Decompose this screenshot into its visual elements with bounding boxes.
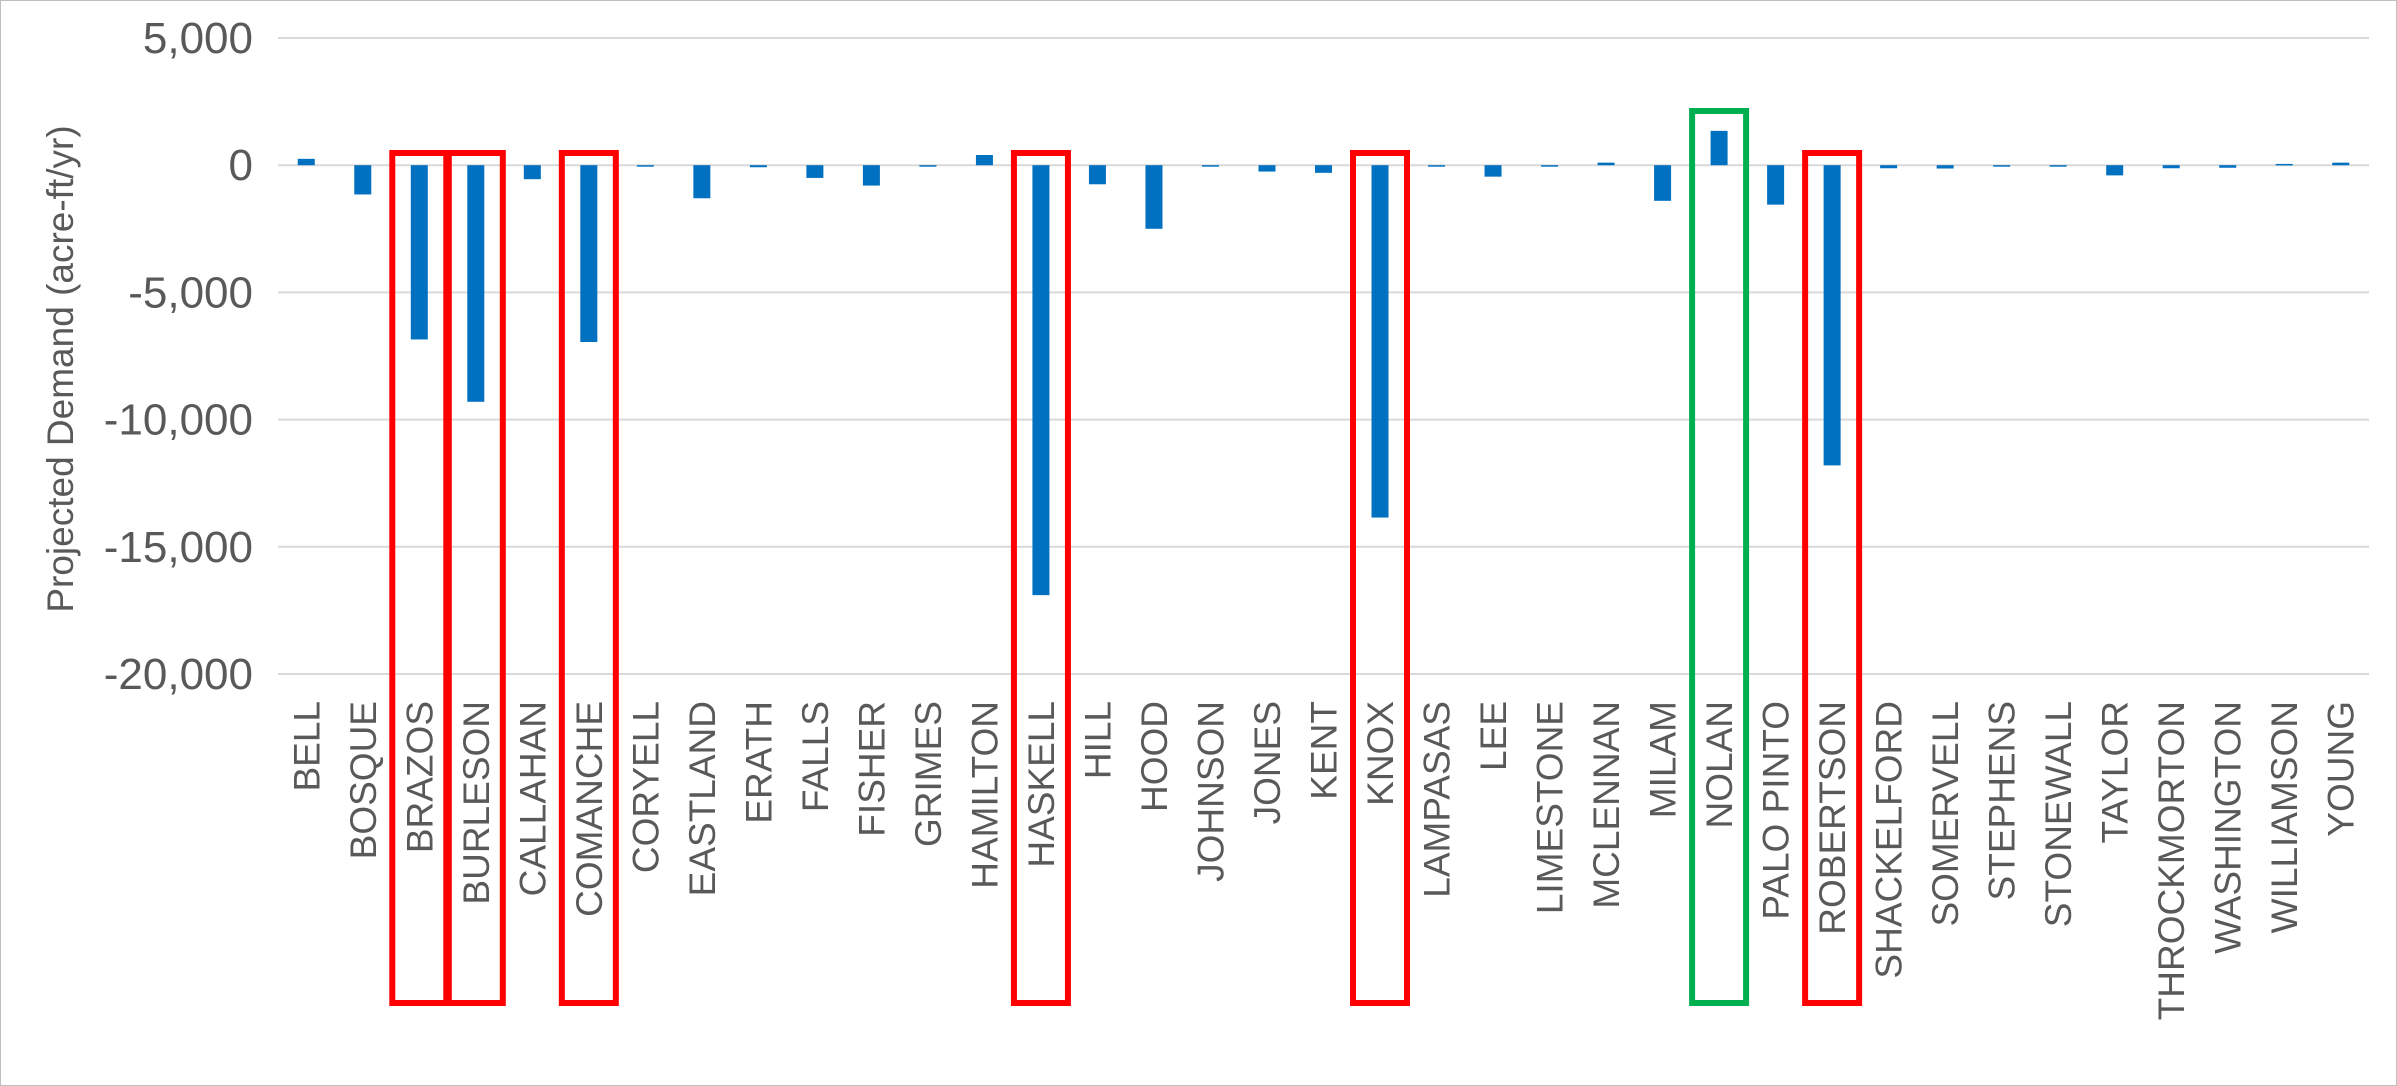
x-category-label: KENT (1304, 701, 1345, 800)
x-category-label: CORYELL (625, 701, 666, 873)
highlight-box-nolan (1689, 108, 1750, 1006)
bar-eastland (693, 165, 711, 199)
highlight-box-robertson (1802, 150, 1863, 1006)
x-category-label: LIMESTONE (1530, 701, 1571, 914)
highlight-box-comanche (558, 150, 619, 1006)
bar-washington (2219, 165, 2237, 168)
bar-callahan (523, 165, 541, 180)
bar-jones (1258, 165, 1276, 172)
x-category-label: MCLENNAN (1586, 701, 1627, 909)
bar-burleson (467, 165, 485, 402)
x-category-label: SOMERVELL (1925, 701, 1966, 927)
x-category-label: FALLS (795, 701, 836, 812)
bar-nolan (1710, 130, 1728, 166)
x-axis-categories: BELL BOSQUE BRAZOS BURLESON CALLAHAN COMANCHE… (286, 701, 2361, 1020)
highlight-boxes (389, 108, 1863, 1006)
highlight-box-burleson (445, 150, 506, 1006)
x-category-label: SHACKELFORD (1869, 701, 1910, 979)
gridlines (278, 37, 2369, 675)
x-category-label: GRIMES (908, 701, 949, 847)
bar-comanche (580, 165, 598, 343)
bar-johnson (1201, 165, 1219, 167)
x-category-label: BRAZOS (399, 701, 440, 853)
bar-hood (1145, 165, 1163, 229)
bar-fisher (862, 165, 880, 186)
y-tick-label: -20,000 (104, 650, 253, 699)
x-category-label: PALO PINTO (1756, 701, 1797, 920)
x-category-label: THROCKMORTON (2151, 701, 2192, 1020)
bar-haskell (1032, 165, 1050, 596)
bar-young (2332, 162, 2350, 166)
x-category-label: HAMILTON (964, 701, 1005, 889)
bar-lampasas (1428, 165, 1446, 167)
x-category-label: COMANCHE (569, 701, 610, 917)
x-category-label: LAMPASAS (1417, 701, 1458, 898)
bars (297, 130, 2350, 596)
highlight-box-knox (1350, 150, 1411, 1006)
x-category-label: FISHER (851, 701, 892, 837)
x-category-label: EASTLAND (682, 701, 723, 896)
x-category-label: KNOX (1360, 701, 1401, 806)
x-category-label: CALLAHAN (512, 701, 553, 896)
bar-erath (749, 165, 767, 168)
x-category-label: ERATH (738, 701, 779, 824)
x-category-label: ROBERTSON (1812, 701, 1853, 935)
bar-somervell (1936, 165, 1954, 169)
bar-shackelford (1880, 165, 1898, 169)
bar-hill (1088, 165, 1106, 185)
x-category-label: LEE (1473, 701, 1514, 771)
y-axis-title: Projected Demand (acre-ft/yr) (40, 125, 81, 612)
y-tick-label: -15,000 (104, 523, 253, 572)
bar-throckmorton (2162, 165, 2180, 169)
x-category-label: MILAM (1643, 701, 1684, 818)
x-category-label: BURLESON (456, 701, 497, 905)
x-category-label: HOOD (1134, 701, 1175, 812)
highlight-box-haskell (1010, 150, 1071, 1006)
bar-coryell (636, 165, 654, 167)
bar-stephens (1993, 165, 2011, 167)
bar-lee (1484, 165, 1502, 177)
bar-taylor (2106, 165, 2124, 176)
y-tick-label: -5,000 (128, 268, 253, 317)
x-category-label: JONES (1247, 701, 1288, 824)
x-category-label: HASKELL (1021, 701, 1062, 868)
x-category-label: JOHNSON (1190, 701, 1231, 882)
x-category-label: NOLAN (1699, 701, 1740, 828)
bar-knox (1371, 165, 1389, 518)
bar-bell (297, 158, 315, 166)
x-category-label: WILLIAMSON (2264, 701, 2305, 933)
x-category-label: BELL (286, 701, 327, 792)
bar-robertson (1823, 165, 1841, 466)
bar-stonewall (2049, 165, 2067, 167)
bar-brazos (410, 165, 428, 340)
y-axis-ticks: 5,000 0 -5,000 -10,000 -15,000 -20,000 (104, 14, 253, 699)
x-category-label: TAYLOR (2095, 701, 2136, 844)
bar-kent (1315, 165, 1332, 173)
bar-bosque (354, 165, 372, 195)
x-category-label: WASHINGTON (2208, 701, 2249, 954)
bar-limestone (1541, 165, 1559, 167)
bar-grimes (919, 165, 937, 167)
bar-hamilton (975, 155, 993, 166)
x-category-label: STONEWALL (2038, 701, 2079, 927)
y-tick-label: -10,000 (104, 396, 253, 445)
bar-mclennan (1597, 162, 1615, 166)
y-tick-label: 5,000 (143, 14, 253, 63)
bar-palo-pinto (1767, 165, 1785, 205)
x-category-label: BOSQUE (343, 701, 384, 859)
x-category-label: STEPHENS (1982, 701, 2023, 900)
bar-falls (806, 165, 824, 178)
y-tick-label: 0 (229, 141, 253, 190)
bar-milam (1654, 165, 1672, 201)
x-category-label: YOUNG (2321, 701, 2362, 837)
x-category-label: HILL (1077, 701, 1118, 779)
bar-williamson (2275, 163, 2293, 166)
